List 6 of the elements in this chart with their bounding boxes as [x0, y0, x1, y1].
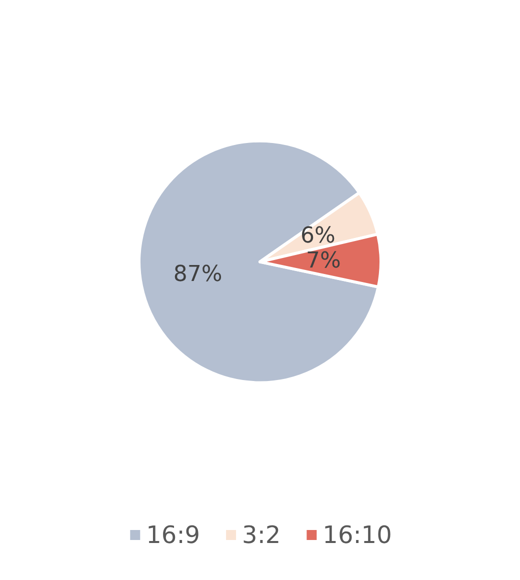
legend-label: 16:10: [322, 521, 392, 549]
legend-label: 3:2: [242, 521, 281, 549]
data-label: 6%: [300, 223, 336, 248]
data-label: 7%: [306, 248, 341, 274]
legend-label: 16:9: [146, 521, 200, 549]
data-label: 87%: [173, 262, 222, 287]
